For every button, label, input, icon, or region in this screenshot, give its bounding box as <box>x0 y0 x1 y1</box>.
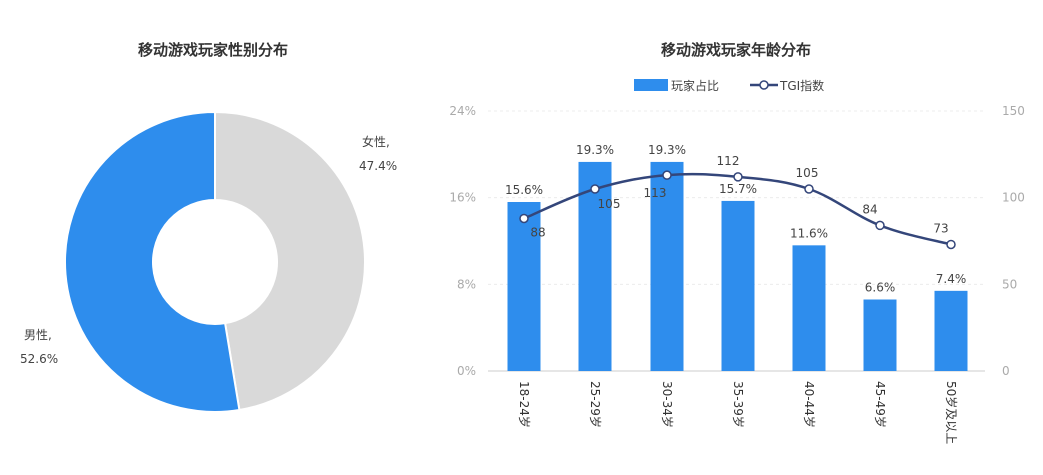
y-left-tick-1: 8% <box>457 277 476 291</box>
y-left-tick-0: 0% <box>457 364 476 378</box>
tgi-point-4 <box>804 184 814 194</box>
bar-6 <box>934 290 968 371</box>
bar-2 <box>650 161 684 371</box>
legend-bar-swatch <box>634 79 668 91</box>
slice-label-female: 女性, <box>362 134 390 149</box>
x-tick-3: 35-39岁 <box>731 381 746 428</box>
bar-label-3: 15.7% <box>719 182 757 196</box>
donut-slice-1 <box>64 110 241 413</box>
tgi-label-2: 113 <box>644 186 667 200</box>
bar-3 <box>721 200 755 371</box>
bar-label-0: 15.6% <box>505 183 543 197</box>
slice-value-female: 47.4% <box>359 159 397 173</box>
slice-label-male: 男性, <box>24 328 52 342</box>
tgi-point-5 <box>875 220 885 231</box>
x-tick-5: 45-49岁 <box>873 381 888 428</box>
x-tick-6: 50岁及以上 <box>944 381 959 444</box>
age-combo-chart: 移动游戏玩家年龄分布 玩家占比 TGI指数 0% 8% 16% 24% 0 50 100 1… <box>449 41 1025 444</box>
tgi-label-6: 73 <box>933 221 948 235</box>
y-left-tick-2: 16% <box>449 191 476 205</box>
bar-1 <box>578 161 612 371</box>
x-tick-0: 18-24岁 <box>517 381 532 428</box>
y-right-tick-3: 150 <box>1002 104 1025 118</box>
tgi-point-6 <box>946 239 956 250</box>
bar-data-labels: 15.6% 19.3% 19.3% 15.7% 11.6% 6.6% 7.4% <box>505 143 966 295</box>
tgi-label-3: 112 <box>717 154 740 168</box>
bar-label-4: 11.6% <box>790 226 828 240</box>
y-right-tick-1: 50 <box>1002 277 1017 291</box>
bar-0 <box>507 202 541 371</box>
bar-label-6: 7.4% <box>936 272 967 286</box>
bar-label-2: 19.3% <box>648 143 686 157</box>
slice-value-male: 52.6% <box>20 352 58 366</box>
y-left-tick-3: 24% <box>449 104 476 118</box>
y-right-tick-2: 100 <box>1002 191 1025 205</box>
tgi-line-series <box>519 170 956 250</box>
x-tick-1: 25-29岁 <box>588 381 603 428</box>
legend-line-label: TGI指数 <box>779 78 824 93</box>
y-right-tick-0: 0 <box>1002 364 1010 378</box>
y-axis-left: 0% 8% 16% 24% <box>449 104 476 378</box>
bar-series <box>507 161 968 371</box>
tgi-label-4: 105 <box>796 166 819 180</box>
donut-slice-0 <box>214 110 366 412</box>
gender-donut-chart: 移动游戏玩家性别分布 女性, 47.4% 男性, 52.6% <box>20 41 397 413</box>
tgi-data-labels: 88 105 113 112 105 84 73 <box>530 154 948 240</box>
tgi-point-1 <box>590 184 600 194</box>
tgi-label-5: 84 <box>862 202 877 216</box>
tgi-label-0: 88 <box>530 225 545 239</box>
legend-line-marker <box>759 80 769 90</box>
bar-4 <box>792 245 826 371</box>
tgi-point-0 <box>519 213 529 224</box>
bar-5 <box>863 299 897 371</box>
donut-slices <box>64 110 366 413</box>
tgi-label-1: 105 <box>598 197 621 211</box>
legend: 玩家占比 TGI指数 <box>634 78 824 93</box>
tgi-point-3 <box>733 172 743 182</box>
bar-label-5: 6.6% <box>865 281 896 295</box>
bar-label-1: 19.3% <box>576 143 614 157</box>
gender-chart-title: 移动游戏玩家性别分布 <box>138 41 288 59</box>
x-axis-ticks: 18-24岁 25-29岁 30-34岁 35-39岁 40-44岁 45-49岁 50岁及… <box>517 381 959 444</box>
x-tick-4: 40-44岁 <box>802 381 817 428</box>
age-chart-title: 移动游戏玩家年龄分布 <box>661 41 811 59</box>
tgi-point-2 <box>662 170 672 180</box>
y-axis-right: 0 50 100 150 <box>1002 104 1025 378</box>
legend-bar-label: 玩家占比 <box>671 78 719 93</box>
x-tick-2: 30-34岁 <box>660 381 675 428</box>
